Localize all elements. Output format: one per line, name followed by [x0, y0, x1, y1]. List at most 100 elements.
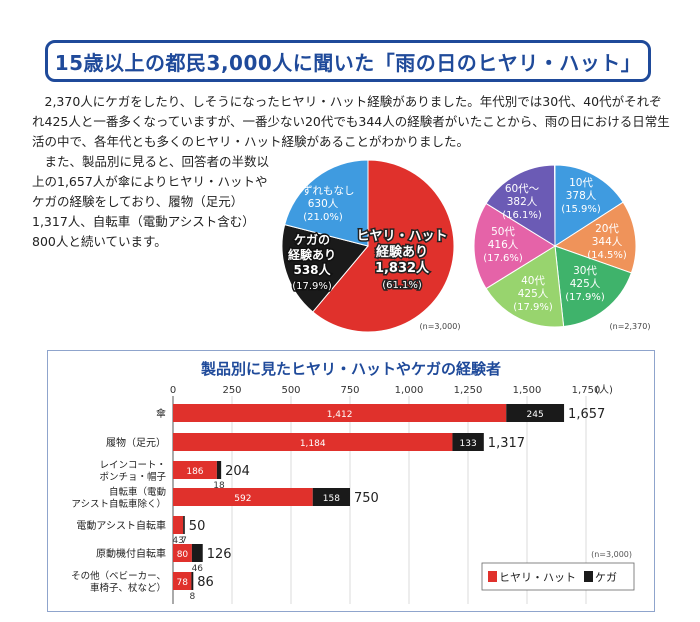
bar-chart-frame [47, 350, 655, 612]
legend-label: ケガ [595, 571, 617, 584]
pie-label: 630人 [308, 198, 339, 210]
pie-label: (17.6%) [483, 253, 523, 264]
pie-label: 60代～ [505, 183, 540, 195]
category-label: 電動アシスト自転車 [76, 519, 166, 532]
bar-kega [191, 544, 203, 562]
pie-label: (61.1%) [382, 280, 422, 291]
bar-value-label: 80 [177, 550, 189, 560]
category-label: 自転車（電動 [109, 486, 166, 498]
bar-value-label: 186 [186, 467, 203, 477]
page-title: 15歳以上の都民3,000人に聞いた「雨の日のヒヤリ・ハット」 [54, 50, 642, 75]
pie-label: 538人 [293, 262, 331, 277]
pie-label: (21.0%) [303, 212, 343, 223]
category-label: 原動機付自転車 [96, 547, 166, 560]
bar-total-label: 750 [354, 491, 379, 506]
pie-label: (17.9%) [513, 302, 553, 313]
bar-hiyari-hatto [173, 516, 184, 534]
category-label: ポンチョ・帽子 [99, 471, 166, 483]
intro-paragraph: 2,370人にケガをしたり、しそうになったヒヤリ・ハット経験がありました。年代別… [32, 94, 670, 149]
bar-total-label: 1,317 [488, 436, 525, 451]
bar-hiyari-hatto [173, 544, 192, 562]
pie-slice [473, 202, 556, 290]
pie-slice [554, 164, 624, 247]
body-text: 2,370人にケガをしたり、しそうになったヒヤリ・ハット経験がありました。年代別… [32, 92, 672, 252]
legend-swatch [584, 571, 593, 582]
pie-slice [554, 245, 633, 328]
pie-label: (15.9%) [561, 204, 601, 215]
bar-value-label: 46 [192, 564, 204, 574]
bar-value-label: 8 [189, 592, 195, 602]
category-label: 傘 [156, 408, 166, 420]
category-label: 履物（足元） [106, 436, 166, 449]
x-axis-unit: (人) [595, 384, 613, 396]
bar-value-label: 7 [181, 536, 187, 546]
bar-value-label: 245 [527, 410, 544, 420]
bar-value-label: 158 [323, 494, 340, 504]
bar-sample-size-note: (n=3,000) [591, 550, 632, 559]
bar-kega [452, 433, 484, 451]
bar-value-label: 78 [176, 578, 188, 588]
bar-total-label: 86 [197, 575, 214, 590]
bar-value-label: 43 [172, 536, 183, 546]
category-label: アシスト自転車除く） [71, 498, 166, 510]
bar-total-label: 1,657 [568, 407, 605, 422]
bar-kega [191, 572, 194, 590]
pie-label: 1,832人 [375, 260, 430, 276]
category-label: レインコート・ [99, 460, 166, 471]
x-tick-label: 1,000 [395, 385, 424, 396]
pie-label: 344人 [592, 236, 623, 248]
legend-label: ヒヤリ・ハット [499, 571, 576, 584]
pie-label: 20代 [595, 223, 619, 235]
legend-swatch [488, 571, 497, 582]
pie-label: 30代 [573, 265, 597, 277]
bar-hiyari-hatto [173, 404, 507, 422]
pie-label: 経験あり [288, 247, 336, 262]
pie-slice [312, 159, 455, 333]
x-tick-label: 250 [222, 385, 241, 396]
sample-size-note: (n=2,370) [610, 322, 651, 331]
x-tick-label: 0 [170, 385, 176, 396]
bar-kega [216, 461, 222, 479]
x-tick-label: 500 [281, 385, 300, 396]
bar-hiyari-hatto [173, 488, 313, 506]
bar-value-label: 1,412 [327, 410, 353, 420]
pie-label: 416人 [488, 239, 519, 251]
sample-size-note: (n=3,000) [420, 322, 461, 331]
pie-slice [281, 224, 369, 313]
bar-hiyari-hatto [173, 461, 217, 479]
pie-label: 425人 [518, 288, 549, 300]
bar-hiyari-hatto [173, 433, 453, 451]
pie-label: 425人 [570, 278, 601, 290]
pie-label: (17.9%) [292, 281, 332, 292]
bar-hiyari-hatto [173, 572, 192, 590]
category-label: 車椅子、杖など） [90, 582, 166, 594]
page-title-box: 15歳以上の都民3,000人に聞いた「雨の日のヒヤリ・ハット」 [45, 40, 651, 82]
pie-label: 40代 [521, 275, 545, 287]
pie-label: 経験あり [376, 244, 428, 260]
pie-label: いずれもなし [292, 185, 355, 197]
bar-total-label: 204 [225, 464, 250, 479]
bar-chart-title: 製品別に見たヒヤリ・ハットやケガの経験者 [200, 360, 501, 378]
category-label: その他（ベビーカー、 [71, 570, 166, 582]
pie-label: 50代 [491, 226, 515, 238]
x-tick-label: 750 [340, 385, 359, 396]
pie-slice [284, 159, 369, 247]
bar-kega [506, 404, 565, 422]
x-tick-label: 1,750 [572, 385, 601, 396]
bar-total-label: 126 [207, 547, 232, 562]
product-paragraph: また、製品別に見ると、回答者の半数以上の1,657人が傘によりヒヤリ・ハットやケ… [32, 154, 270, 249]
bar-value-label: 133 [460, 439, 477, 449]
pie-label: (16.1%) [502, 210, 542, 221]
x-tick-label: 1,250 [454, 385, 483, 396]
x-tick-label: 1,500 [513, 385, 542, 396]
bar-value-label: 592 [234, 494, 251, 504]
pie-label: 378人 [566, 190, 597, 202]
legend-box [481, 562, 635, 591]
pie-label: ケガの [294, 232, 330, 247]
bar-value-label: 18 [213, 481, 225, 491]
pie-label: ヒヤリ・ハット [356, 229, 447, 244]
bar-total-label: 50 [189, 519, 206, 534]
pie-label: 382人 [507, 196, 538, 208]
pie-label: (14.5%) [587, 250, 627, 261]
